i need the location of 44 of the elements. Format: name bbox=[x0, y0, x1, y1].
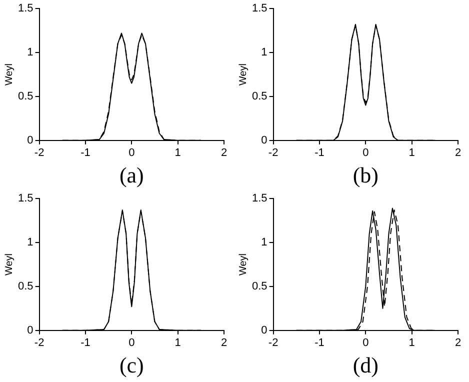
y-tick-label: 0.5 bbox=[18, 90, 34, 102]
x-tick-label: 0 bbox=[128, 147, 135, 160]
x-axis-title: (a) bbox=[119, 162, 144, 188]
x-axis-title: (c) bbox=[119, 352, 144, 378]
y-tick-label: 0.5 bbox=[252, 280, 268, 292]
y-tick-label: 0 bbox=[261, 134, 268, 146]
x-tick-label: -2 bbox=[34, 147, 44, 160]
y-tick-label: 0.5 bbox=[252, 90, 268, 102]
x-tick-label: -2 bbox=[268, 337, 278, 350]
y-tick-label: 1 bbox=[261, 46, 268, 59]
x-axis-title: (d) bbox=[352, 352, 378, 378]
y-tick-label: 1.5 bbox=[252, 192, 268, 205]
y-axis-title: Weyl bbox=[238, 63, 249, 86]
y-axis-title: Weyl bbox=[238, 253, 249, 276]
x-tick-label: 1 bbox=[174, 337, 181, 350]
x-tick-label: -2 bbox=[268, 147, 278, 160]
x-tick-label: -1 bbox=[80, 337, 90, 350]
x-tick-label: -2 bbox=[34, 337, 44, 350]
x-tick-label: 2 bbox=[454, 337, 462, 350]
x-tick-label: 0 bbox=[128, 337, 135, 350]
x-tick-label: 2 bbox=[220, 147, 228, 160]
y-tick-label: 1 bbox=[27, 46, 34, 59]
y-tick-label: 0 bbox=[261, 324, 268, 336]
y-tick-label: 1.5 bbox=[252, 2, 268, 15]
x-tick-label: 2 bbox=[454, 147, 462, 160]
y-tick-label: 0 bbox=[27, 324, 34, 336]
x-tick-label: 0 bbox=[362, 337, 369, 350]
y-axis-title: Weyl bbox=[4, 63, 15, 86]
x-tick-label: 0 bbox=[362, 147, 369, 160]
y-tick-label: 0.5 bbox=[18, 280, 34, 292]
y-axis-title: Weyl bbox=[4, 253, 15, 276]
x-tick-label: 1 bbox=[174, 147, 181, 160]
x-tick-label: -1 bbox=[314, 147, 324, 160]
y-tick-label: 1.5 bbox=[18, 2, 34, 15]
x-tick-label: 1 bbox=[408, 147, 415, 160]
y-tick-label: 1 bbox=[261, 236, 268, 249]
y-tick-label: 1.5 bbox=[18, 192, 34, 205]
x-tick-label: -1 bbox=[80, 147, 90, 160]
y-tick-label: 1 bbox=[27, 236, 34, 249]
x-axis-title: (b) bbox=[352, 162, 378, 188]
x-tick-label: 1 bbox=[408, 337, 415, 350]
y-tick-label: 0 bbox=[27, 134, 34, 146]
x-tick-label: 2 bbox=[220, 337, 228, 350]
x-tick-label: -1 bbox=[314, 337, 324, 350]
